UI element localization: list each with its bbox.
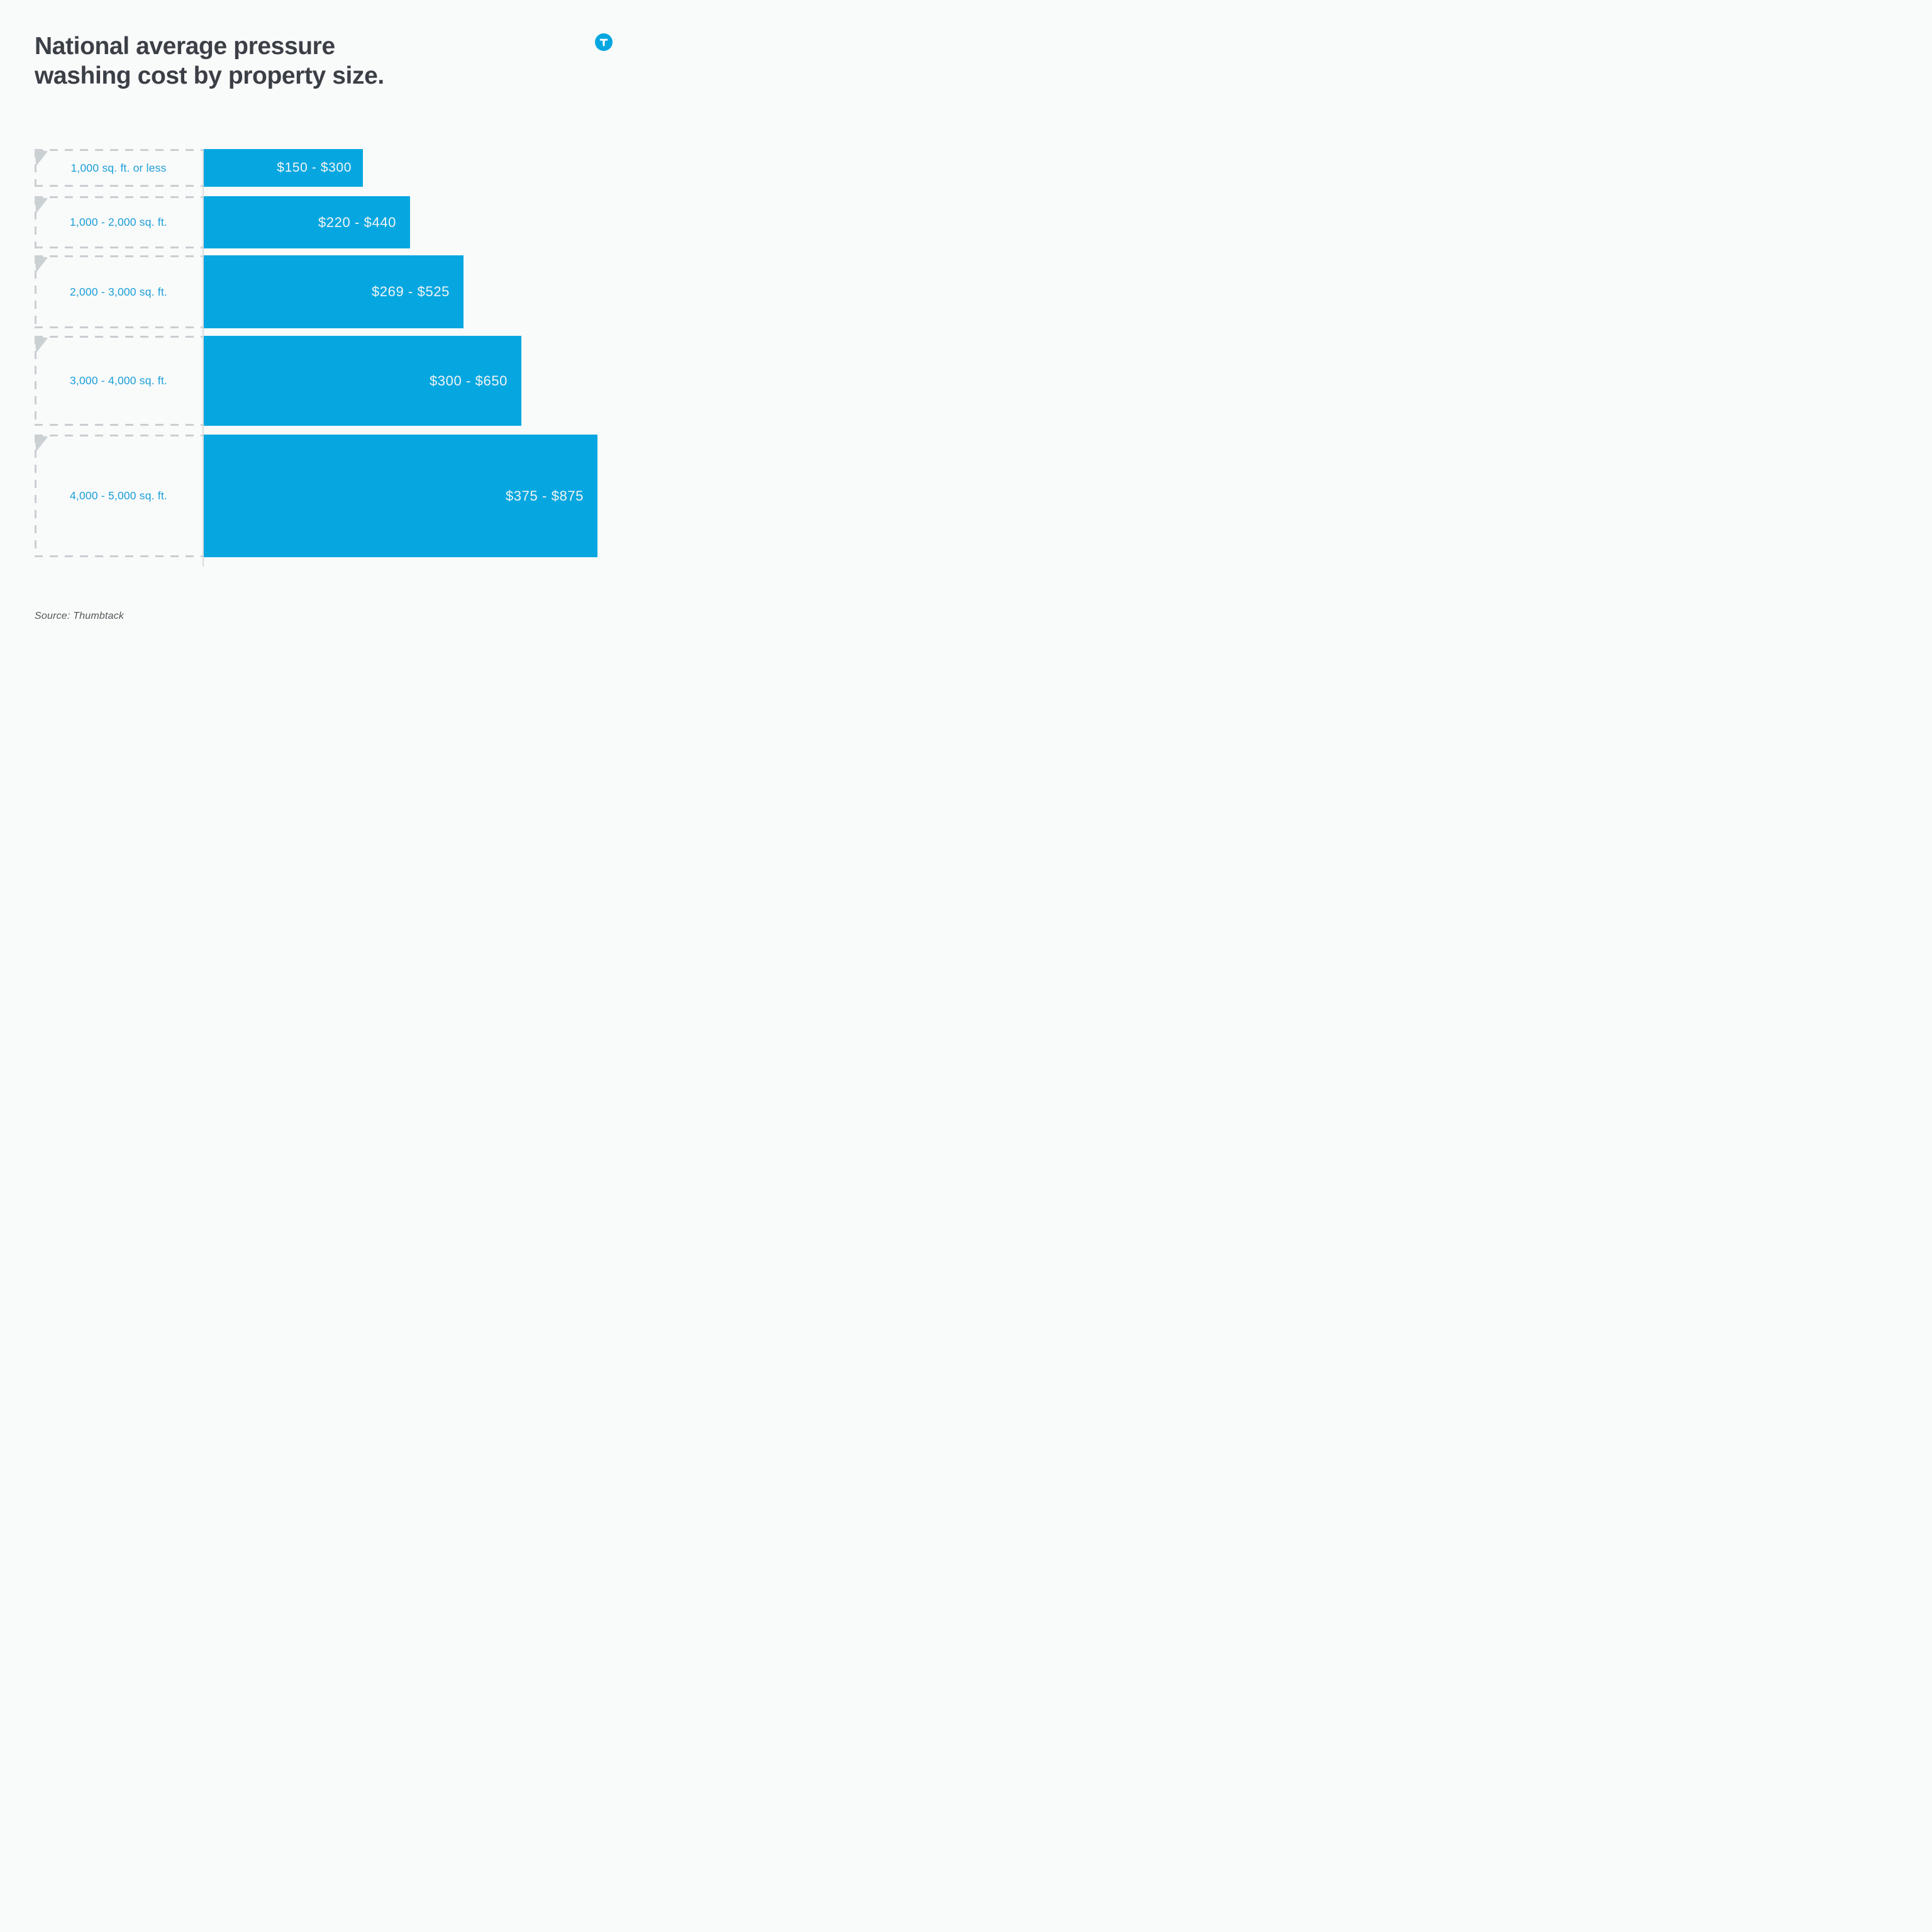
folded-corner-icon <box>35 435 48 452</box>
value-bar: $269 - $525 <box>204 255 464 328</box>
title-line-1: National average pressure <box>35 33 335 60</box>
category-label: 4,000 - 5,000 sq. ft. <box>70 489 167 502</box>
bar-value-label: $375 - $875 <box>505 487 584 504</box>
bar-value-label: $269 - $525 <box>371 284 450 299</box>
folded-corner-icon <box>35 255 48 272</box>
category-label: 3,000 - 4,000 sq. ft. <box>70 374 167 387</box>
category-label: 1,000 sq. ft. or less <box>70 161 167 174</box>
category-label-box: 4,000 - 5,000 sq. ft. <box>35 435 203 557</box>
chart-row: 1,000 - 2,000 sq. ft. $220 - $440 <box>35 196 601 248</box>
bar-value-label: $220 - $440 <box>318 214 396 230</box>
bar-value-label: $300 - $650 <box>429 372 508 389</box>
chart-row: 4,000 - 5,000 sq. ft. $375 - $875 <box>35 435 601 557</box>
folded-corner-icon <box>35 336 48 353</box>
chart-row: 2,000 - 3,000 sq. ft. $269 - $525 <box>35 255 601 328</box>
chart-row: 1,000 sq. ft. or less $150 - $300 <box>35 149 601 187</box>
category-label-box: 2,000 - 3,000 sq. ft. <box>35 255 203 328</box>
category-label-box: 1,000 - 2,000 sq. ft. <box>35 196 203 248</box>
title-line-2: washing cost by property size. <box>35 62 384 89</box>
bar-value-label: $150 - $300 <box>277 160 352 175</box>
page-title: National average pressure washing cost b… <box>35 31 525 91</box>
chart-row: 3,000 - 4,000 sq. ft. $300 - $650 <box>35 336 601 426</box>
folded-corner-icon <box>35 149 48 166</box>
thumbtack-logo-icon <box>595 33 613 51</box>
category-label-box: 1,000 sq. ft. or less <box>35 149 203 187</box>
source-attribution: Source: Thumbtack <box>35 611 125 621</box>
value-bar: $300 - $650 <box>204 336 521 426</box>
category-label-box: 3,000 - 4,000 sq. ft. <box>35 336 203 426</box>
value-bar: $150 - $300 <box>204 149 363 187</box>
infographic-canvas: National average pressure washing cost b… <box>0 0 644 644</box>
value-bar: $220 - $440 <box>204 196 410 248</box>
folded-corner-icon <box>35 196 48 213</box>
value-bar: $375 - $875 <box>204 435 597 557</box>
category-label: 2,000 - 3,000 sq. ft. <box>70 285 167 298</box>
chart-baseline <box>203 149 204 567</box>
category-label: 1,000 - 2,000 sq. ft. <box>70 216 167 228</box>
